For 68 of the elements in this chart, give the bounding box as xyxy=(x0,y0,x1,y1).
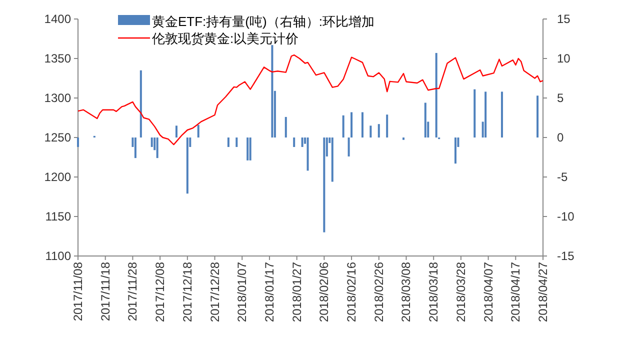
x-tick-label: 2018/01/27 xyxy=(290,262,304,322)
bar xyxy=(271,45,274,138)
bar xyxy=(236,138,238,147)
bar xyxy=(227,138,230,147)
legend-label: 黄金ETF:持有量(吨)（右轴）:环比增加 xyxy=(152,14,374,29)
bar xyxy=(370,126,372,138)
bar xyxy=(378,124,380,138)
bar xyxy=(246,138,249,160)
x-tick-label: 2017/12/28 xyxy=(208,262,222,322)
bar xyxy=(331,138,334,182)
x-tick-label: 2018/04/17 xyxy=(508,262,523,322)
bar xyxy=(350,112,353,138)
bar xyxy=(186,138,188,194)
bar xyxy=(197,124,200,138)
line-series xyxy=(77,54,544,146)
x-tick-label: 2018/01/07 xyxy=(235,262,250,322)
x-tick-label: 2018/02/26 xyxy=(372,262,386,322)
bar xyxy=(500,92,503,138)
bar xyxy=(386,114,388,138)
y-tick-label: 1100 xyxy=(45,249,72,263)
bar xyxy=(306,138,309,171)
legend-label: 伦敦现货黄金:以美元计价 xyxy=(152,31,299,46)
x-tick-label: 2018/03/28 xyxy=(454,262,468,322)
bar xyxy=(474,89,476,138)
y2-tick-label: 15 xyxy=(557,12,571,26)
bar xyxy=(140,70,142,138)
y-tick-label: 1400 xyxy=(44,12,72,26)
y-tick-label: 1200 xyxy=(44,170,72,184)
bar xyxy=(156,138,158,158)
bar xyxy=(435,52,438,138)
x-tick-label: 2017/12/08 xyxy=(153,262,168,322)
x-tick-label: 2017/11/08 xyxy=(71,262,85,322)
y-tick-label: 1350 xyxy=(44,52,72,66)
bar xyxy=(249,138,252,160)
bar xyxy=(536,96,539,138)
y2-tick-label: -10 xyxy=(557,210,575,224)
bar xyxy=(284,116,287,138)
x-tick-label: 2018/03/08 xyxy=(399,262,414,322)
bar xyxy=(323,138,326,232)
y2-tick-label: 5 xyxy=(557,91,564,105)
y2-tick-label: 10 xyxy=(557,52,571,66)
bar xyxy=(134,138,136,158)
x-tick-label: 2018/03/18 xyxy=(426,262,441,322)
bar xyxy=(361,112,364,138)
x-tick-label: 2018/02/06 xyxy=(317,262,332,322)
x-tick-label: 2017/12/18 xyxy=(180,262,194,322)
x-tick-label: 2018/04/27 xyxy=(536,262,550,322)
bar xyxy=(342,115,344,138)
bar xyxy=(150,138,153,147)
x-tick-label: 2018/04/07 xyxy=(481,262,496,322)
bar xyxy=(301,138,304,147)
bar xyxy=(293,138,296,147)
bar xyxy=(77,138,79,147)
x-tick-label: 2018/01/17 xyxy=(262,262,276,322)
y2-tick-label: 0 xyxy=(557,130,564,144)
y-tick-label: 1150 xyxy=(45,210,72,224)
bar xyxy=(424,102,426,138)
bar xyxy=(175,126,178,138)
y-tick-label: 1250 xyxy=(44,130,72,144)
x-tick-label: 2017/11/18 xyxy=(98,262,112,322)
x-tick-label: 2017/11/28 xyxy=(126,262,140,322)
x-tick-label: 2018/02/16 xyxy=(344,262,359,322)
y2-tick-label: -5 xyxy=(557,170,568,184)
y-tick-label: 1300 xyxy=(44,91,72,105)
bar xyxy=(484,92,487,138)
bar xyxy=(454,138,456,164)
bar xyxy=(348,138,350,156)
y2-tick-label: -15 xyxy=(557,249,575,263)
